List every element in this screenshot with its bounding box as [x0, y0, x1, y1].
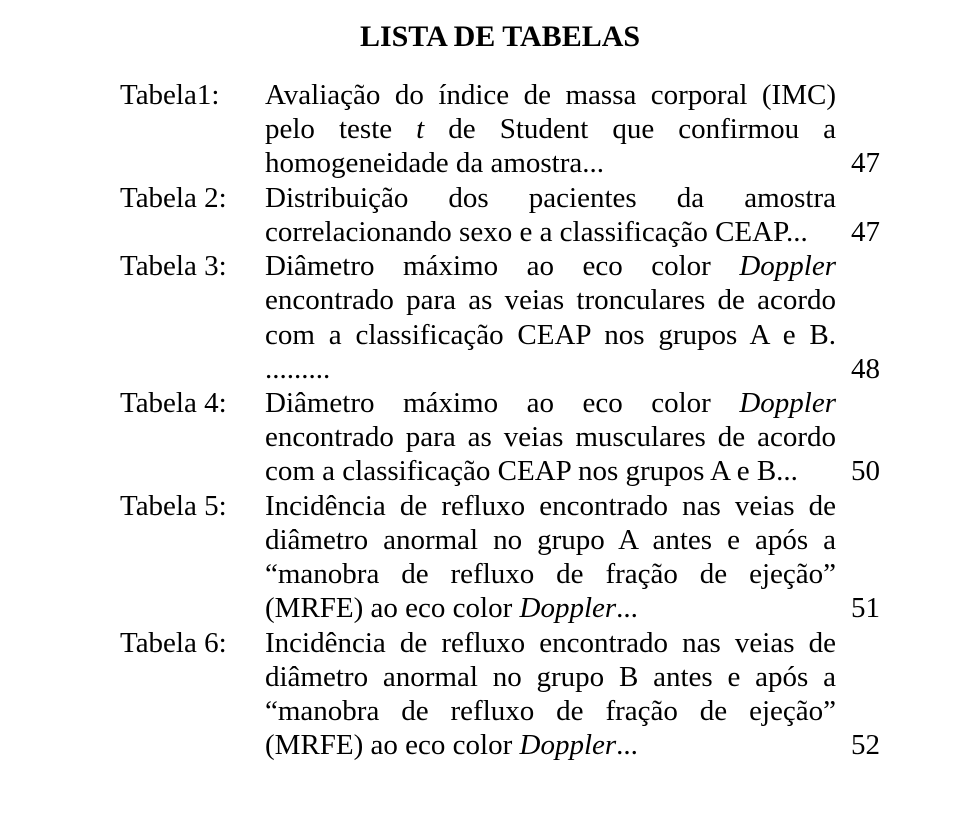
entry-page: 47	[836, 146, 880, 180]
text-run: ...	[616, 729, 638, 761]
entry-description: Diâmetro máximo ao eco color Doppler enc…	[265, 249, 836, 386]
list-item: Tabela1:Avaliação do índice de massa cor…	[120, 78, 880, 181]
entry-label: Tabela 6:	[120, 626, 265, 660]
list-item: Tabela 6:Incidência de refluxo encontrad…	[120, 626, 880, 763]
text-run: encontrado para as veias tronculares de …	[265, 284, 836, 384]
italic-text: Doppler	[520, 729, 617, 761]
italic-text: Doppler	[739, 250, 836, 282]
list-item: Tabela 2:Distribuição dos pacientes da a…	[120, 181, 880, 249]
entry-description: Distribuição dos pacientes da amostra co…	[265, 181, 836, 249]
italic-text: Doppler	[520, 592, 617, 624]
list-item: Tabela 4:Diâmetro máximo ao eco color Do…	[120, 386, 880, 489]
table-of-tables: Tabela1:Avaliação do índice de massa cor…	[120, 78, 880, 762]
text-run: Distribuição dos pacientes da amostra co…	[265, 182, 836, 248]
text-run: encontrado para as veias musculares de a…	[265, 421, 836, 487]
list-item: Tabela 5:Incidência de refluxo encontrad…	[120, 489, 880, 626]
entry-label: Tabela 5:	[120, 489, 265, 523]
entry-page: 47	[836, 215, 880, 249]
entry-label: Tabela 4:	[120, 386, 265, 420]
entry-page: 48	[836, 352, 880, 386]
entry-page: 52	[836, 728, 880, 762]
entry-description: Incidência de refluxo encontrado nas vei…	[265, 626, 836, 763]
list-item: Tabela 3:Diâmetro máximo ao eco color Do…	[120, 249, 880, 386]
document-page: LISTA DE TABELAS Tabela1:Avaliação do ín…	[0, 0, 960, 818]
entry-page: 51	[836, 591, 880, 625]
entry-label: Tabela 2:	[120, 181, 265, 215]
page-title: LISTA DE TABELAS	[120, 20, 880, 54]
entry-label: Tabela 3:	[120, 249, 265, 283]
entry-description: Incidência de refluxo encontrado nas vei…	[265, 489, 836, 626]
text-run: Diâmetro máximo ao eco color	[265, 250, 739, 282]
text-run: ...	[616, 592, 638, 624]
entry-page: 50	[836, 454, 880, 488]
text-run: Diâmetro máximo ao eco color	[265, 387, 739, 419]
entry-description: Diâmetro máximo ao eco color Doppler enc…	[265, 386, 836, 489]
entry-description: Avaliação do índice de massa corporal (I…	[265, 78, 836, 181]
entry-label: Tabela1:	[120, 78, 265, 112]
italic-text: Doppler	[739, 387, 836, 419]
